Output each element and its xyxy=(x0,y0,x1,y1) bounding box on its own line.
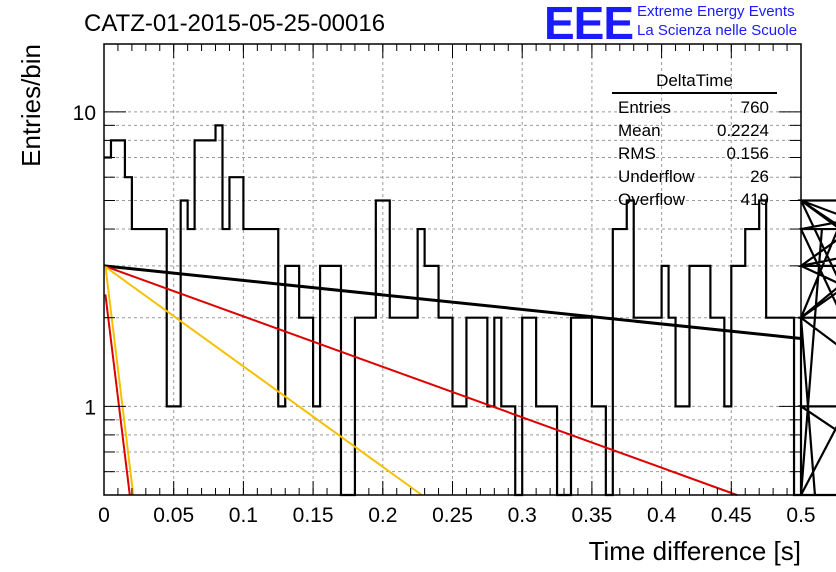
stats-row-overflow: Overflow 419 xyxy=(612,188,777,211)
fit-line xyxy=(104,265,135,496)
x-tick-label: 0.35 xyxy=(571,504,612,527)
stats-row-entries: Entries 760 xyxy=(612,96,777,119)
x-tick-label: 0.25 xyxy=(432,504,473,527)
x-tick-label: 0.3 xyxy=(508,504,537,527)
x-tick-label: 0.5 xyxy=(786,504,815,527)
stats-label: RMS xyxy=(618,144,656,163)
x-tick-label: 0.1 xyxy=(229,504,258,527)
x-tick-labels: 0 0.05 0.1 0.15 0.2 0.25 0.3 0.35 0.4 0.45 0.5 xyxy=(98,504,815,527)
stats-title: DeltaTime xyxy=(612,71,777,94)
stats-row-underflow: Underflow 26 xyxy=(612,165,777,188)
stats-row-mean: Mean 0.2224 xyxy=(612,119,777,142)
stats-value: 419 xyxy=(740,190,769,209)
x-tick-label: 0.2 xyxy=(368,504,397,527)
stats-label: Underflow xyxy=(618,167,695,186)
axis-ticks xyxy=(103,44,802,496)
x-tick-label: 0.05 xyxy=(153,504,194,527)
x-tick-label: 0.4 xyxy=(647,504,677,527)
fit-line xyxy=(103,264,738,496)
stats-box: DeltaTime Entries 760 Mean 0.2224 RMS 0.… xyxy=(612,71,777,211)
logo-line-2: La Scienza nelle Scuole xyxy=(637,22,798,39)
y-tick-label: 10 xyxy=(73,102,96,125)
stats-value: 26 xyxy=(750,167,769,186)
stats-row-rms: RMS 0.156 xyxy=(612,142,777,165)
fit-curves xyxy=(103,264,802,496)
run-title: CATZ-01-2015-05-25-00016 xyxy=(84,10,386,37)
x-tick-label: 0 xyxy=(98,504,110,527)
stats-value: 0.156 xyxy=(726,144,769,163)
y-tick-labels: 1 10 xyxy=(73,102,96,419)
stats-value: 760 xyxy=(740,98,769,117)
x-axis-label: Time difference [s] xyxy=(589,536,801,566)
x-tick-label: 0.45 xyxy=(711,504,752,527)
x-tick-label: 0.15 xyxy=(293,504,334,527)
y-tick-label: 1 xyxy=(84,396,96,419)
y-axis-label: Entries/bin xyxy=(16,44,46,167)
stats-label: Mean xyxy=(618,121,661,140)
logo-line-1: Extreme Energy Events xyxy=(637,3,795,20)
fit-line xyxy=(103,265,423,496)
fit-line xyxy=(103,264,802,340)
eee-logo: EEE xyxy=(544,0,634,49)
stats-label: Entries xyxy=(618,98,671,117)
stats-value: 0.2224 xyxy=(717,121,769,140)
fit-line xyxy=(104,294,131,496)
stats-label: Overflow xyxy=(618,190,686,209)
